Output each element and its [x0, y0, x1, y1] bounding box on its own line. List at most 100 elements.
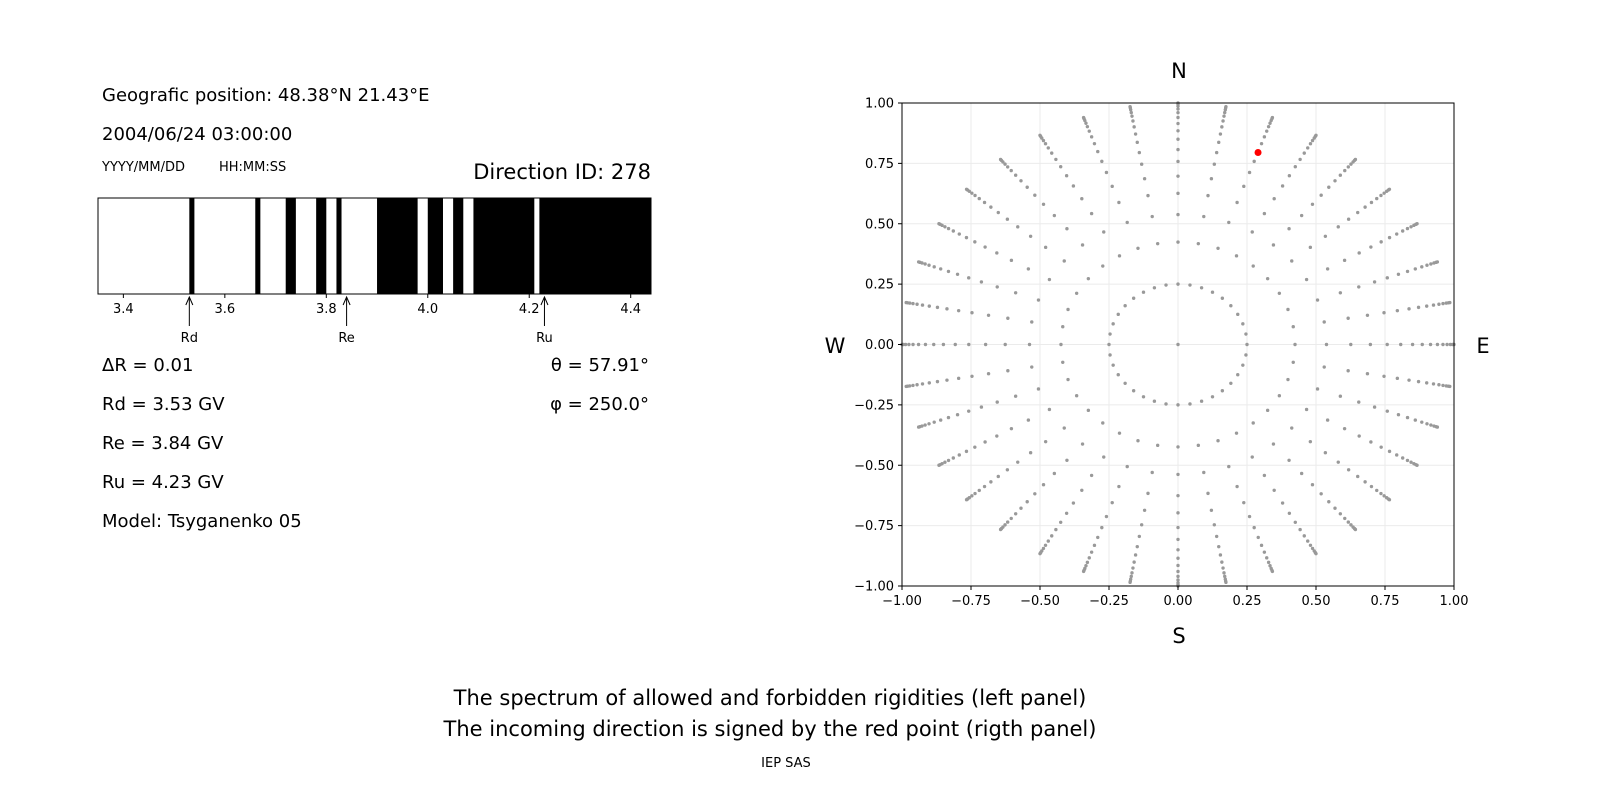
- grid-point: [1435, 260, 1440, 264]
- grid-point: [946, 458, 951, 463]
- grid-point: [1089, 135, 1094, 139]
- grid-point: [1271, 442, 1276, 446]
- grid-point: [1136, 246, 1140, 250]
- grid-point: [1224, 580, 1228, 585]
- grid-point: [1308, 543, 1313, 547]
- grid-point: [1304, 407, 1309, 412]
- grid-point: [964, 449, 969, 454]
- caption-line-1: The spectrum of allowed and forbidden ri…: [453, 686, 1087, 710]
- grid-point: [1196, 443, 1201, 448]
- y-tick-label: −0.75: [854, 519, 894, 534]
- grid-point: [1089, 550, 1094, 554]
- grid-point: [1250, 230, 1254, 234]
- grid-point: [904, 384, 908, 389]
- grid-point: [956, 308, 961, 313]
- grid-point: [1302, 151, 1306, 155]
- grid-point: [1047, 407, 1052, 412]
- grid-point: [1116, 312, 1120, 317]
- grid-point: [1041, 202, 1046, 206]
- x-tick-label: −0.25: [1089, 594, 1129, 609]
- grid-point: [1013, 394, 1018, 398]
- grid-point: [1050, 534, 1054, 538]
- grid-point: [995, 434, 999, 438]
- grid-point: [1299, 471, 1304, 476]
- x-tick-label: 3.4: [113, 302, 134, 317]
- grid-point: [1409, 225, 1413, 229]
- grid-point: [1101, 264, 1105, 268]
- grid-point: [1046, 539, 1050, 543]
- grid-point: [1081, 569, 1086, 574]
- grid-point: [1142, 177, 1147, 181]
- grid-point: [1212, 523, 1217, 527]
- grid-point: [1006, 316, 1010, 320]
- grid-point: [964, 498, 969, 502]
- grid-point: [1132, 125, 1136, 129]
- forbidden-band: [377, 198, 418, 294]
- grid-point: [1221, 119, 1225, 123]
- delta-r: ΔR = 0.01: [102, 355, 194, 376]
- grid-point: [951, 456, 956, 460]
- grid-point: [1019, 506, 1023, 510]
- grid-point: [946, 415, 951, 420]
- grid-point: [1096, 149, 1100, 154]
- grid-point: [915, 302, 919, 306]
- grid-point: [1176, 115, 1180, 120]
- grid-point: [1306, 539, 1310, 543]
- grid-point: [1080, 197, 1084, 201]
- grid-point: [927, 304, 931, 308]
- grid-point: [1435, 342, 1440, 347]
- grid-point: [1265, 276, 1270, 281]
- grid-point: [1009, 516, 1013, 521]
- grid-point: [1420, 342, 1424, 347]
- grid-point: [1013, 512, 1018, 516]
- grid-point: [973, 193, 977, 198]
- grid-point: [1005, 165, 1010, 169]
- grid-point: [1087, 556, 1091, 560]
- grid-point: [935, 379, 940, 384]
- grid-point: [927, 263, 931, 267]
- grid-point: [1086, 408, 1091, 413]
- grid-point: [1066, 307, 1070, 312]
- grid-point: [1265, 556, 1269, 560]
- grid-point: [1081, 115, 1086, 120]
- grid-point: [1277, 291, 1282, 296]
- grid-point: [1323, 234, 1328, 239]
- grid-point: [1092, 141, 1097, 146]
- grid-point: [973, 491, 977, 496]
- grid-point: [1396, 272, 1401, 276]
- grid-point: [1062, 259, 1066, 263]
- grid-point: [938, 267, 943, 271]
- spectrum-frame: [97, 197, 652, 295]
- grid-point: [996, 210, 1000, 215]
- grid-point: [1176, 537, 1180, 542]
- grid-point: [1375, 196, 1379, 201]
- grid-point: [1003, 523, 1007, 527]
- grid-point: [1152, 286, 1157, 290]
- grid-point: [1420, 265, 1424, 269]
- grid-point: [1333, 506, 1337, 510]
- y-tick-label: 0.25: [865, 278, 894, 293]
- grid-point: [1407, 307, 1411, 311]
- grid-point: [1357, 400, 1361, 404]
- grid-point: [1212, 162, 1217, 166]
- x-tick-label: 0.75: [1371, 594, 1400, 609]
- grid-point: [1429, 262, 1433, 266]
- grid-point: [1349, 523, 1353, 527]
- grid-point: [1027, 342, 1032, 347]
- ru-value: Ru = 4.23 GV: [102, 472, 224, 493]
- grid-point: [1199, 286, 1204, 290]
- grid-point: [964, 187, 969, 191]
- grid-point: [1206, 491, 1210, 496]
- grid-point: [1272, 488, 1276, 492]
- grid-point: [970, 311, 974, 315]
- grid-point: [932, 265, 936, 269]
- grid-point: [1117, 200, 1121, 205]
- grid-point: [943, 225, 947, 229]
- grid-point: [1135, 544, 1139, 549]
- grid-point: [1343, 168, 1347, 173]
- re-value: Re = 3.84 GV: [102, 433, 224, 454]
- grid-point: [1235, 200, 1239, 205]
- grid-point: [1372, 280, 1377, 284]
- grid-point: [1221, 566, 1225, 570]
- grid-point: [1137, 150, 1142, 155]
